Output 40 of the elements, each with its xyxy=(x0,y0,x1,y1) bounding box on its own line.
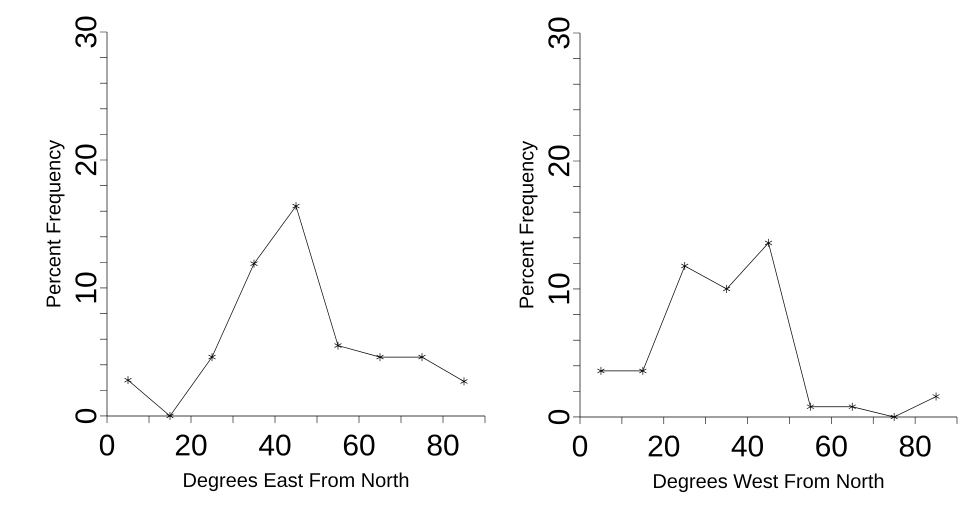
point xyxy=(292,202,300,210)
x-tick-label: 20 xyxy=(648,436,680,457)
point xyxy=(124,376,132,384)
x-tick-label: 40 xyxy=(259,434,290,456)
x-axis-title: Degrees East From North xyxy=(184,472,408,492)
point xyxy=(806,402,814,412)
y-tick-label: 20 xyxy=(548,146,570,176)
y-tick-label: 0 xyxy=(548,410,570,424)
point xyxy=(722,284,730,294)
y-axis-title: Percent Frequency xyxy=(46,140,64,307)
point xyxy=(890,412,898,422)
y-tick-label: 30 xyxy=(548,18,570,48)
x-axis-title: Degrees West From North xyxy=(654,474,884,492)
point xyxy=(334,341,342,350)
point xyxy=(848,402,856,412)
point xyxy=(764,238,772,248)
point xyxy=(418,352,426,362)
x-tick-label: 0 xyxy=(572,436,588,457)
point xyxy=(639,366,647,376)
point xyxy=(597,366,605,376)
x-tick-label: 60 xyxy=(816,436,847,457)
y-tick-label: 10 xyxy=(548,274,570,304)
x-tick-label: 40 xyxy=(732,436,764,457)
x-tick-label: 60 xyxy=(344,434,374,456)
y-tick-label: 20 xyxy=(75,144,96,176)
x-tick-label: 0 xyxy=(100,434,114,456)
y-axis-title: Percent Frequency xyxy=(520,140,538,308)
point xyxy=(460,377,468,386)
point xyxy=(680,262,689,270)
y-tick-label: 30 xyxy=(75,16,96,48)
x-tick-label: 80 xyxy=(900,436,931,457)
x-tick-label: 80 xyxy=(428,434,458,456)
point xyxy=(376,352,384,362)
point xyxy=(250,259,258,268)
x-tick-label: 20 xyxy=(176,434,206,456)
y-tick-label: 0 xyxy=(75,408,96,424)
point xyxy=(932,392,940,401)
point xyxy=(208,352,216,362)
y-tick-label: 10 xyxy=(75,272,96,302)
point xyxy=(166,412,174,420)
